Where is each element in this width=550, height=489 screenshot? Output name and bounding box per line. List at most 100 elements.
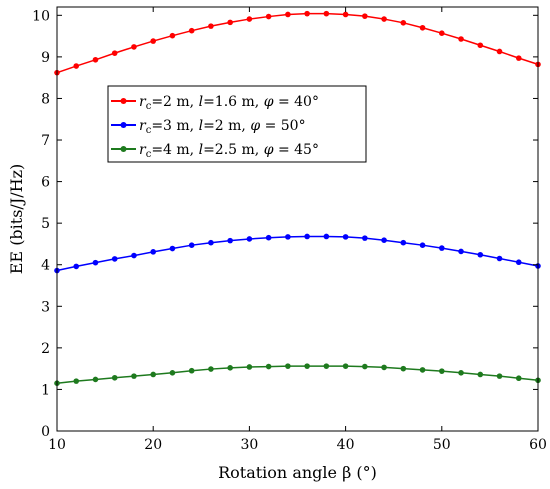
legend-entry: rc=3 m, l=2 m, φ = 50° [111, 118, 306, 136]
data-point [150, 38, 156, 44]
data-point [150, 371, 156, 378]
data-point [342, 234, 349, 240]
legend-entry: rc=4 m, l=2.5 m, φ = 45° [111, 142, 319, 160]
data-point [265, 363, 272, 370]
data-point [285, 363, 291, 369]
x-tick-label: 20 [144, 437, 162, 453]
data-point [458, 370, 464, 376]
legend-label: rc=2 m, l=1.6 m, φ = 40° [139, 94, 319, 112]
data-point [400, 239, 407, 246]
data-point [73, 263, 80, 270]
legend-entry: rc=2 m, l=1.6 m, φ = 40° [111, 94, 319, 112]
data-point [111, 50, 118, 56]
data-point [419, 367, 426, 373]
data-point [323, 10, 330, 17]
data-point [169, 245, 176, 252]
data-point [381, 16, 387, 22]
legend-box [107, 85, 367, 163]
y-tick-label: 5 [41, 216, 50, 232]
data-point [419, 242, 426, 248]
data-point [381, 237, 387, 243]
data-point [285, 234, 291, 240]
data-point [439, 368, 445, 374]
data-point [111, 374, 118, 381]
data-point [73, 378, 80, 384]
data-point [458, 248, 464, 255]
data-point [496, 48, 503, 55]
x-tick-label: 10 [48, 437, 66, 453]
data-point [169, 370, 176, 376]
x-tick-label: 60 [529, 437, 547, 453]
y-tick-label: 2 [41, 341, 50, 357]
x-axis-label: Rotation angle β (°) [218, 463, 377, 482]
y-tick-label: 9 [41, 50, 50, 66]
data-point [323, 233, 330, 240]
data-point [439, 30, 445, 36]
data-point [458, 36, 464, 42]
y-tick-label: 8 [41, 91, 50, 107]
y-tick-label: 10 [32, 8, 50, 24]
plot-frame [56, 6, 539, 432]
data-point [515, 259, 522, 266]
data-point [439, 245, 445, 251]
data-point [246, 236, 253, 242]
y-tick-label: 3 [41, 299, 50, 315]
x-tick-label: 40 [337, 437, 355, 453]
data-point [208, 23, 214, 29]
series-layer [54, 10, 541, 386]
data-point [477, 251, 484, 258]
data-point [188, 27, 195, 34]
data-point [265, 13, 272, 20]
data-point [131, 44, 137, 50]
data-point [169, 32, 176, 39]
plot-background [57, 7, 538, 431]
legend: rc=2 m, l=1.6 m, φ = 40° rc=3 m, l=2 m, … [107, 85, 367, 163]
data-point [342, 11, 349, 18]
data-point [227, 237, 233, 244]
data-point [304, 363, 310, 369]
data-point [342, 363, 349, 369]
data-point [111, 256, 118, 262]
x-axis: 10 20 30 40 50 60 [48, 7, 547, 453]
data-point [381, 364, 387, 371]
data-point [92, 56, 99, 63]
data-point [419, 24, 426, 31]
legend-marker-blue [120, 122, 127, 128]
data-point [73, 63, 80, 69]
data-point [477, 371, 484, 378]
data-point [285, 11, 291, 18]
series-line-2 [56, 365, 539, 384]
data-point [131, 252, 137, 259]
y-tick-label: 0 [41, 424, 50, 440]
data-point [362, 13, 368, 19]
data-point [208, 366, 214, 372]
data-point [362, 363, 368, 370]
legend-marker-red [120, 98, 127, 104]
data-point [227, 365, 233, 371]
data-point [188, 367, 195, 374]
y-axis-label: EE (bits/J/Hz) [7, 164, 26, 275]
data-point [246, 16, 253, 22]
x-tick-label: 50 [433, 437, 451, 453]
data-point [400, 19, 407, 26]
data-point [362, 235, 368, 241]
y-tick-label: 6 [41, 175, 50, 191]
data-point [477, 42, 484, 49]
data-point [515, 375, 522, 382]
data-point [131, 373, 137, 379]
data-point [92, 259, 99, 266]
series-line-1 [56, 235, 539, 272]
data-point [323, 363, 330, 369]
data-point [227, 19, 233, 26]
x-tick-label: 30 [240, 437, 258, 453]
data-point [246, 364, 253, 370]
data-point [400, 365, 407, 372]
data-point [265, 234, 272, 241]
legend-label: rc=3 m, l=2 m, φ = 50° [139, 118, 306, 136]
y-axis: 0 1 2 3 4 5 6 7 8 9 10 [32, 8, 538, 440]
data-point [496, 373, 503, 379]
data-point [304, 10, 310, 17]
data-point [188, 242, 195, 248]
legend-marker-green [120, 146, 127, 152]
